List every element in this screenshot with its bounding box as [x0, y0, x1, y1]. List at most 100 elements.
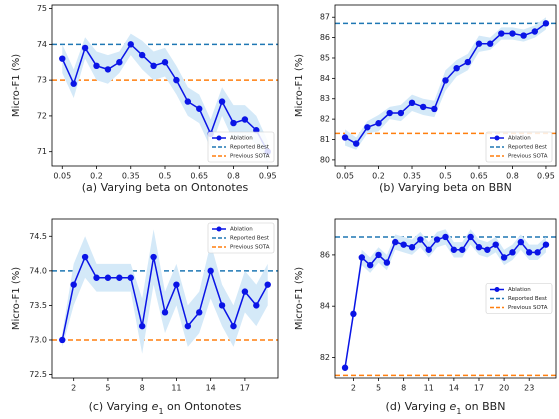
data-point [81, 44, 89, 52]
y-axis-label: Micro-F1 (%) [11, 54, 22, 117]
y-tick-label: 86 [320, 33, 330, 42]
data-point [442, 77, 449, 84]
x-tick-label: 8 [401, 384, 406, 393]
data-point [498, 30, 505, 37]
legend-label: Previous SOTA [230, 154, 270, 160]
data-point [341, 364, 349, 371]
x-tick-label: 0.35 [122, 172, 140, 181]
data-point [408, 244, 416, 251]
x-tick-label: 8 [140, 384, 145, 393]
legend-marker [216, 226, 222, 232]
legend-label: Previous SOTA [508, 305, 548, 311]
data-point [358, 254, 365, 261]
data-point [425, 246, 432, 253]
data-point [196, 105, 203, 112]
legend-label: Reported Best [230, 145, 270, 151]
x-tick-label: 2 [71, 384, 76, 393]
data-point [464, 58, 472, 66]
data-point [453, 64, 460, 72]
label-part: (b) Varying beta on BBN [379, 181, 512, 194]
data-point [442, 233, 449, 241]
y-tick-label: 74.0 [29, 266, 47, 275]
legend-label: Reported Best [508, 145, 548, 151]
data-point [59, 55, 66, 62]
data-point [520, 32, 527, 39]
y-tick-label: 87 [320, 13, 330, 22]
data-point [475, 244, 483, 251]
error-band [345, 229, 546, 371]
data-point [364, 124, 371, 131]
legend: Ablation Reported Best Previous SOTA [485, 131, 553, 163]
y-tick-label: 86 [320, 250, 330, 259]
data-point [492, 241, 499, 248]
data-point [517, 238, 525, 246]
legend-box [207, 131, 275, 163]
data-point [375, 251, 382, 259]
data-point [173, 281, 180, 288]
legend-label: Ablation [230, 136, 253, 142]
data-point [127, 274, 134, 281]
legend: Ablation Reported Best Previous SOTA [485, 283, 553, 314]
data-point [542, 241, 550, 248]
legend-marker [216, 135, 222, 141]
x-axis-label: (a) Varying beta on Ontonotes [82, 181, 249, 194]
legend-label: Reported Best [508, 296, 548, 302]
x-tick-label: 0.05 [53, 172, 71, 181]
chart-panel: 80 81 82 83 84 85 86 87 0.05 0.2 0.35 0.5 0.65 0.8 0.9… [294, 4, 557, 194]
y-tick-label: 82 [320, 353, 330, 362]
data-point [341, 134, 349, 141]
data-point [526, 249, 533, 256]
y-axis-label: Micro-F1 (%) [294, 54, 305, 117]
label-part: (c) Varying [89, 400, 152, 413]
data-point [366, 261, 374, 269]
y-tick-label: 73 [37, 76, 47, 85]
data-point [408, 99, 416, 107]
data-point [150, 253, 157, 261]
y-tick-label: 81 [320, 135, 330, 144]
y-tick-label: 71 [37, 147, 47, 156]
x-axis-label: (d) Varying e1 on BBN [386, 400, 506, 416]
data-point [104, 66, 112, 73]
x-tick-label: 23 [524, 384, 534, 393]
legend: Ablation Reported Best Previous SOTA [207, 131, 275, 163]
data-point [475, 40, 483, 47]
label-part: (a) Varying beta on Ontonotes [82, 181, 249, 194]
data-point [218, 302, 226, 309]
data-point [350, 310, 357, 318]
y-tick-label: 83 [320, 94, 330, 103]
x-tick-label: 0.05 [336, 172, 354, 181]
x-tick-label: 0.8 [506, 172, 519, 181]
data-point [500, 254, 508, 261]
x-axis-label: (b) Varying beta on BBN [379, 181, 512, 194]
data-point [184, 98, 192, 105]
data-point [138, 51, 146, 59]
data-point [486, 40, 494, 47]
data-point [400, 241, 407, 248]
x-axis-label: (c) Varying e1 on Ontonotes [89, 400, 242, 416]
data-point [433, 236, 441, 243]
y-tick-label: 74 [37, 40, 47, 49]
data-point [509, 249, 516, 256]
data-point [531, 28, 538, 35]
legend-label: Previous SOTA [230, 245, 270, 251]
data-point [161, 309, 169, 316]
data-point [241, 116, 249, 123]
legend-label: Reported Best [230, 236, 270, 242]
x-tick-label: 20 [499, 384, 509, 393]
data-point [253, 302, 260, 309]
data-point [207, 267, 214, 275]
legend-box [485, 283, 553, 314]
x-tick-label: 17 [240, 384, 250, 393]
x-tick-label: 0.65 [190, 172, 208, 181]
data-point [467, 233, 474, 241]
x-tick-label: 14 [449, 384, 459, 393]
y-tick-label: 73.5 [29, 301, 47, 310]
error-band [62, 229, 268, 354]
label-part: e [152, 400, 159, 413]
x-tick-label: 2 [351, 384, 356, 393]
legend-marker [494, 287, 500, 292]
data-point [353, 140, 360, 147]
x-tick-label: 5 [105, 384, 110, 393]
data-point [138, 322, 146, 330]
legend-box [485, 131, 553, 163]
